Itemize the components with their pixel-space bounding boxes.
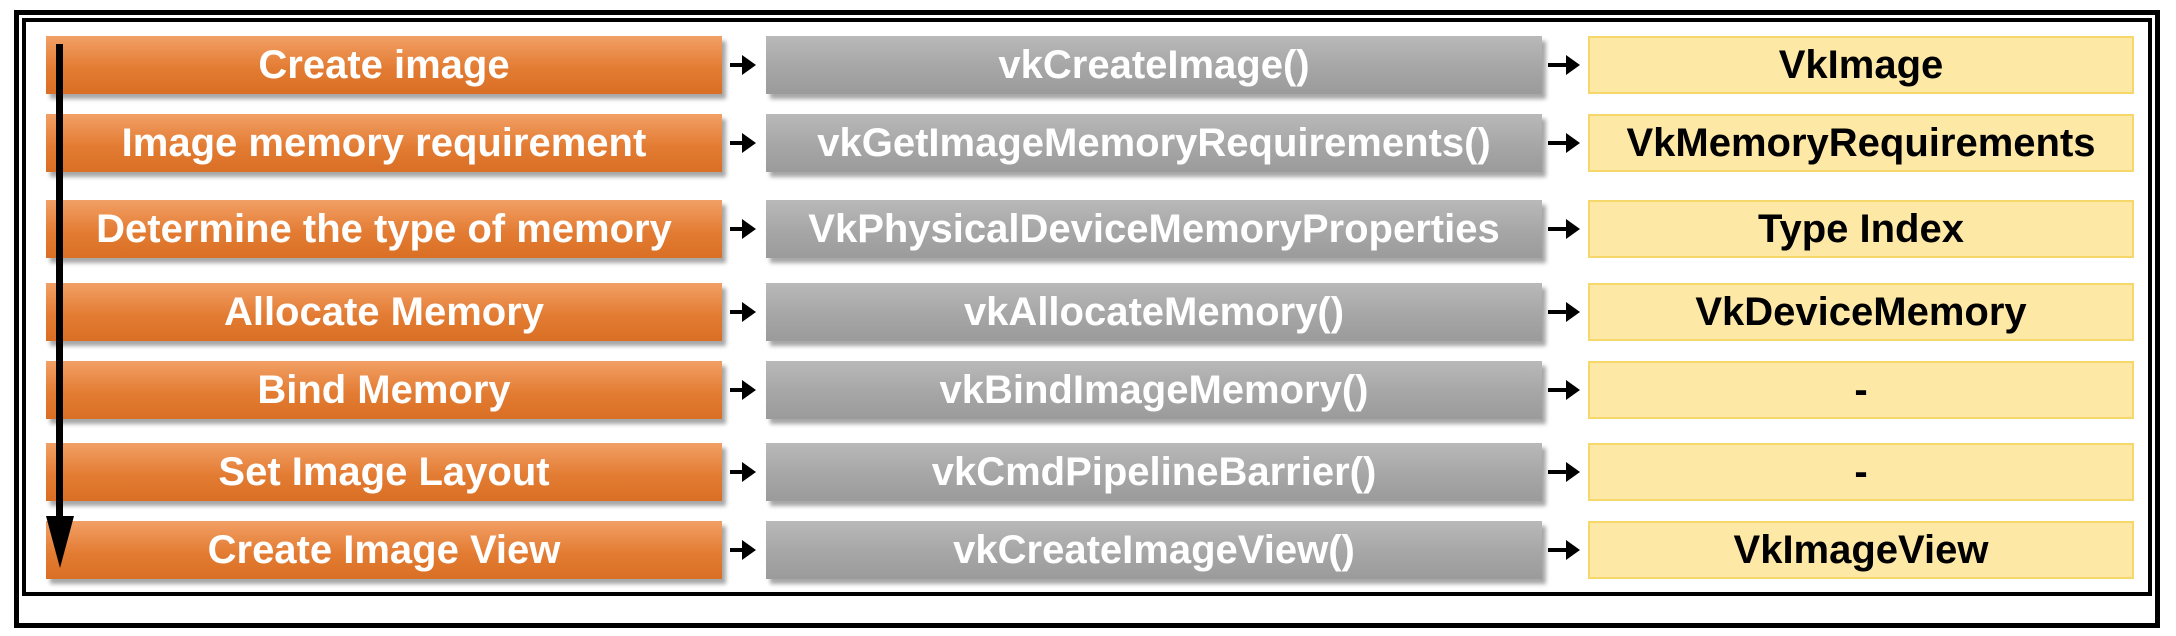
- diagram-row: Set Image Layout vkCmdPipelineBarrier() …: [0, 443, 2176, 501]
- arrow-right-icon: [1548, 540, 1580, 560]
- result-box: VkDeviceMemory: [1588, 283, 2134, 341]
- api-box: vkBindImageMemory(): [766, 361, 1542, 419]
- arrow-right-icon: [730, 540, 756, 560]
- inner-frame: [22, 18, 2152, 596]
- result-box: VkImage: [1588, 36, 2134, 94]
- outer-frame: [14, 10, 2160, 628]
- arrow-right-icon: [730, 302, 756, 322]
- step-box: Set Image Layout: [46, 443, 722, 501]
- step-box: Image memory requirement: [46, 114, 722, 172]
- arrow-right-icon: [730, 462, 756, 482]
- result-box: VkMemoryRequirements: [1588, 114, 2134, 172]
- diagram-row: Image memory requirement vkGetImageMemor…: [0, 114, 2176, 172]
- flow-down-line: [56, 44, 63, 520]
- step-box: Bind Memory: [46, 361, 722, 419]
- api-box: vkCreateImageView(): [766, 521, 1542, 579]
- arrow-right-icon: [1548, 380, 1580, 400]
- arrow-right-icon: [1548, 55, 1580, 75]
- step-box: Create image: [46, 36, 722, 94]
- step-box: Create Image View: [46, 521, 722, 579]
- arrow-right-icon: [730, 133, 756, 153]
- diagram-row: Determine the type of memory VkPhysicalD…: [0, 200, 2176, 258]
- arrow-right-icon: [1548, 133, 1580, 153]
- step-box: Determine the type of memory: [46, 200, 722, 258]
- api-box: vkAllocateMemory(): [766, 283, 1542, 341]
- arrow-right-icon: [730, 55, 756, 75]
- arrow-down-icon: [46, 516, 74, 568]
- arrow-right-icon: [730, 380, 756, 400]
- api-box: VkPhysicalDeviceMemoryProperties: [766, 200, 1542, 258]
- api-box: vkCreateImage(): [766, 36, 1542, 94]
- diagram-row: Allocate Memory vkAllocateMemory() VkDev…: [0, 283, 2176, 341]
- api-box: vkCmdPipelineBarrier(): [766, 443, 1542, 501]
- arrow-right-icon: [1548, 219, 1580, 239]
- result-box: -: [1588, 443, 2134, 501]
- arrow-right-icon: [730, 219, 756, 239]
- diagram-row: Bind Memory vkBindImageMemory() -: [0, 361, 2176, 419]
- api-box: vkGetImageMemoryRequirements(): [766, 114, 1542, 172]
- result-box: -: [1588, 361, 2134, 419]
- arrow-right-icon: [1548, 302, 1580, 322]
- arrow-right-icon: [1548, 462, 1580, 482]
- diagram-row: Create image vkCreateImage() VkImage: [0, 36, 2176, 94]
- step-box: Allocate Memory: [46, 283, 722, 341]
- result-box: Type Index: [1588, 200, 2134, 258]
- diagram-row: Create Image View vkCreateImageView() Vk…: [0, 521, 2176, 579]
- result-box: VkImageView: [1588, 521, 2134, 579]
